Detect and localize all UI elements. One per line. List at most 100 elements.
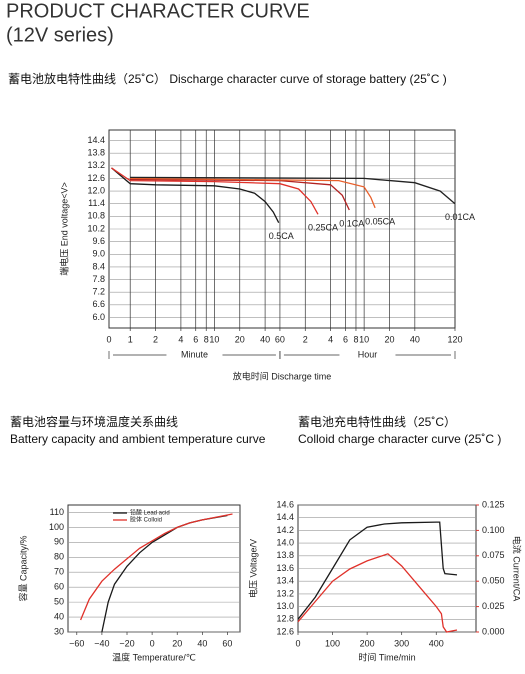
y-axis-label: 电压 Voltage/V [247,539,258,598]
y-tick-label: 100 [49,522,64,532]
data-line [130,177,376,209]
x-axis-label: 温度 Temperature/℃ [112,651,196,662]
x-tick-label: −40 [94,638,109,648]
chart-subtitle: Colloid charge character curve (25˚C ) [298,432,501,446]
plot-frame [67,504,241,633]
y-tick-label: 14.4 [276,512,294,522]
y-tick-label: 90 [54,537,64,547]
y-tick-label: 7.8 [92,274,105,284]
x-tick-label: 60 [222,638,232,648]
y-tick-label: 14.6 [276,499,294,509]
x-tick-label: 2 [153,334,158,344]
x-tick-label: 4 [178,334,183,344]
x-tick-label: 1 [128,334,133,344]
y2-tick-label: 0.125 [482,499,505,509]
chart-title: 蓄电池容量与环境温度关系曲线 [10,414,178,429]
x-tick-label: 20 [235,334,245,344]
x-tick-label: 8 [353,334,358,344]
series-label: 0.5CA [269,231,294,241]
y-tick-label: 50 [54,596,64,606]
data-line [297,521,458,620]
y-tick-label: 13.8 [276,550,294,560]
x-tick-label: 120 [447,334,462,344]
y-tick-label: 14.2 [276,525,294,535]
x-tick-label: 20 [172,638,182,648]
y-tick-label: 6.6 [92,299,105,309]
x-tick-label: 2 [303,334,308,344]
legend-label: 铅酸 Lead acid [130,509,170,517]
y2-tick-label: 0.025 [482,601,505,611]
y-tick-label: 13.2 [276,588,294,598]
y-tick-label: 60 [54,582,64,592]
y-tick-label: 80 [54,552,64,562]
x-tick-label: 0 [150,638,155,648]
x-tick-label: 20 [384,334,394,344]
y-tick-label: 13.6 [276,563,294,573]
x-tick-label: 6 [343,334,348,344]
y-tick-label: 10.2 [87,223,105,233]
y-tick-label: 110 [50,507,64,517]
y2-tick-label: 0.050 [482,576,505,586]
chart-title: 蓄电池充电特性曲线（25˚C） [298,414,456,429]
x-tick-label: 0 [295,638,300,648]
x-tick-label: 60 [275,334,285,344]
y-tick-label: 9.0 [92,249,105,259]
y-tick-label: 12.6 [276,626,294,636]
y-tick-label: 6.0 [92,312,105,322]
x-tick-label: 40 [260,334,270,344]
x-tick-label: 6 [193,334,198,344]
y-tick-label: 7.2 [92,287,105,297]
y-tick-label: 8.4 [92,261,105,271]
series-label: 0.05CA [365,216,395,226]
series-label: 0.25CA [308,223,338,233]
x-tick-label: 100 [325,638,340,648]
y2-tick-label: 0.000 [482,626,505,636]
data-line [111,167,280,223]
x-tick-label: 4 [328,334,333,344]
x-axis-label: 放电时间 Discharge time [233,370,332,381]
y-tick-label: 12.0 [87,185,105,195]
y2-tick-label: 0.075 [482,550,505,560]
y-tick-label: 11.4 [88,198,105,208]
x-tick-label: −60 [69,638,84,648]
y-tick-label: 10.8 [87,211,105,221]
x-tick-label: 10 [359,334,369,344]
y-tick-label: 12.8 [276,614,294,624]
x-unit-label: Minute [181,349,208,359]
x-tick-label: 400 [429,638,444,648]
x-tick-label: 8 [204,334,209,344]
chart-title: 蓄电池放电特性曲线（25˚C） Discharge character curv… [8,71,447,86]
y-axis-label: 容量 Capacity/% [17,535,28,601]
y-axis-label: 端电压 End voltage<V> [58,182,69,276]
y-tick-label: 12.6 [87,173,105,183]
y2-axis-label: 电流 Current/CA [512,536,523,602]
y-tick-label: 13.8 [87,148,105,158]
data-line [297,553,458,633]
data-line [130,178,350,211]
page-subtitle: (12V series) [6,24,114,46]
data-line [130,176,456,205]
data-line [111,167,319,215]
y-tick-label: 70 [54,567,64,577]
y-tick-label: 13.2 [87,160,105,170]
x-axis-label: 时间 Time/min [358,651,415,662]
y-tick-label: 14.0 [276,537,294,547]
x-unit-label: Hour [358,349,378,359]
x-tick-label: −20 [119,638,134,648]
series-label: 0.1CA [339,218,364,228]
x-tick-label: 0 [106,334,111,344]
chart-subtitle: Battery capacity and ambient temperature… [10,432,266,446]
y-tick-label: 13.0 [276,601,294,611]
x-tick-label: 10 [209,334,219,344]
series-label: 0.01CA [445,212,475,222]
x-tick-label: 40 [197,638,207,648]
y-tick-label: 30 [54,626,64,636]
y2-tick-label: 0.100 [482,525,505,535]
x-tick-label: 40 [410,334,420,344]
page-title: PRODUCT CHARACTER CURVE [6,0,310,22]
data-line [79,513,233,621]
x-tick-label: 200 [360,638,375,648]
legend-label: 胶体 Colloid [130,516,162,524]
y-tick-label: 14.4 [87,135,105,145]
